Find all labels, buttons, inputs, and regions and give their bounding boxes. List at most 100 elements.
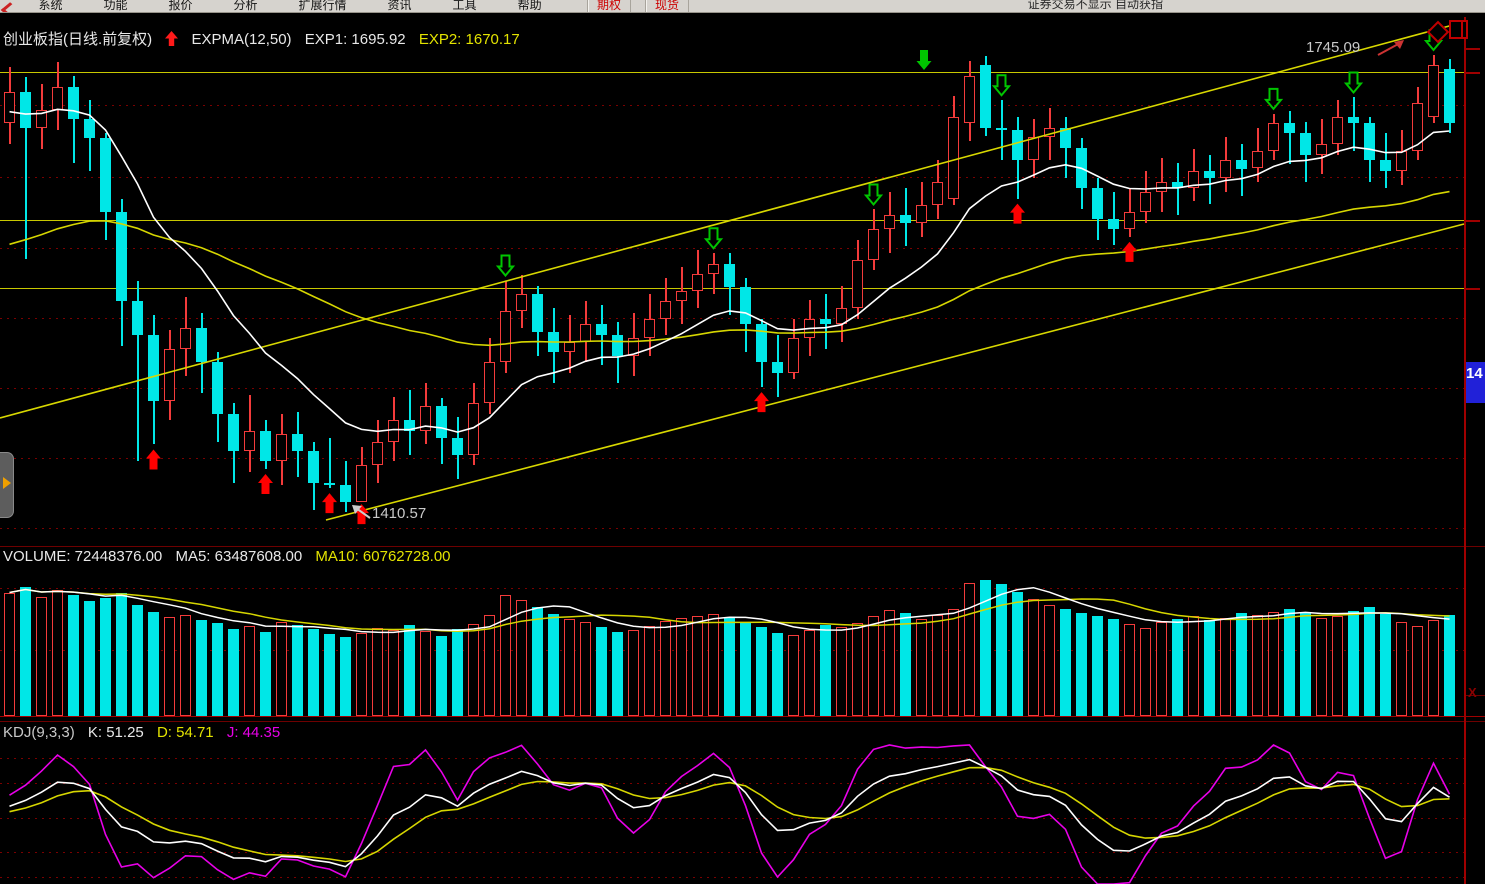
candle	[788, 337, 799, 374]
candle	[20, 92, 31, 128]
candle	[1172, 182, 1183, 188]
window-split-icon[interactable]	[1449, 20, 1468, 39]
candle-wick	[328, 437, 331, 489]
app-icon[interactable]	[0, 2, 20, 12]
volume-bar	[996, 584, 1007, 716]
candle	[564, 342, 575, 352]
dotted-gridline	[0, 528, 1464, 529]
volume-bar	[964, 582, 975, 716]
candle	[820, 318, 831, 325]
volume-bar	[1092, 616, 1103, 716]
candle	[164, 348, 175, 401]
volume-bar	[932, 615, 943, 716]
volume-bar	[1364, 607, 1375, 716]
separator-line	[0, 72, 1464, 73]
volume-bar	[820, 624, 831, 716]
menu-item-1[interactable]: 系统	[38, 0, 63, 12]
candle	[628, 337, 639, 356]
candle	[52, 86, 63, 110]
menu-item-6[interactable]: 资讯	[387, 0, 412, 12]
volume-bar	[340, 637, 351, 716]
candle	[980, 64, 991, 128]
indicator-name[interactable]: EXPMA(12,50)	[191, 31, 292, 48]
volume-bar	[20, 586, 31, 716]
volume-bar	[196, 620, 207, 716]
current-price-axis-label: 14	[1466, 362, 1485, 403]
volume-bar	[148, 612, 159, 716]
volume-bar	[372, 627, 383, 716]
candle	[996, 127, 1007, 131]
menu-item-2[interactable]: 功能	[103, 0, 128, 12]
menu-item-red-1[interactable]: 期权	[587, 0, 632, 12]
volume-bar	[84, 601, 95, 716]
volume-bar	[772, 633, 783, 716]
volume-value[interactable]: VOLUME: 72448376.00	[3, 548, 163, 565]
volume-bar	[788, 635, 799, 716]
menu-item-3[interactable]: 报价	[168, 0, 193, 12]
candle	[1428, 64, 1439, 117]
candle	[948, 116, 959, 199]
dotted-gridline	[0, 877, 1464, 878]
candle	[804, 318, 815, 338]
sidebar-expand-handle[interactable]	[0, 452, 14, 518]
chart-title-row: 创业板指(日线.前复权) EXPMA(12,50) EXP1: 1695.92 …	[3, 28, 529, 50]
candle	[1348, 116, 1359, 124]
kdj-j-value: J: 44.35	[226, 724, 281, 741]
candle	[1044, 127, 1055, 138]
candle	[644, 318, 655, 338]
menu-item-7[interactable]: 工具	[452, 0, 477, 12]
candle	[1316, 143, 1327, 155]
candle	[1156, 182, 1167, 192]
volume-bar	[1444, 614, 1455, 716]
candle	[1028, 137, 1039, 161]
main-chart-pane[interactable]	[0, 12, 1485, 546]
candle	[708, 264, 719, 274]
volume-bar	[212, 623, 223, 716]
candle	[324, 482, 335, 486]
dotted-gridline	[0, 177, 1464, 178]
volume-bar	[388, 630, 399, 716]
menu-item-5[interactable]: 扩展行情	[298, 0, 347, 12]
kdj-indicator-name[interactable]: KDJ(9,3,3)	[3, 724, 75, 741]
candle	[852, 260, 863, 308]
volume-bar	[1012, 591, 1023, 716]
volume-bar	[100, 597, 111, 716]
candle	[740, 287, 751, 325]
candle	[340, 485, 351, 502]
high-price-annotation: 1745.09	[1306, 39, 1361, 56]
candle	[452, 437, 463, 456]
low-price-annotation: 1410.57	[372, 505, 427, 522]
volume-bar	[260, 631, 271, 716]
volume-bar	[500, 594, 511, 716]
candle-wick	[1288, 111, 1291, 165]
volume-bar	[1124, 623, 1135, 716]
menu-item-8[interactable]: 帮助	[517, 0, 542, 12]
axis-x-mark[interactable]: X	[1468, 685, 1477, 700]
menu-item-red-2[interactable]: 现货	[645, 0, 690, 12]
candle	[660, 301, 671, 319]
symbol-title[interactable]: 创业板指(日线.前复权)	[3, 31, 153, 48]
candle	[292, 433, 303, 452]
candle	[932, 182, 943, 206]
volume-bar	[948, 609, 959, 716]
menu-item-4[interactable]: 分析	[233, 0, 258, 12]
candle	[1108, 219, 1119, 229]
volume-bar	[548, 613, 559, 716]
candle-wick	[1208, 154, 1211, 205]
dotted-gridline	[0, 783, 1464, 784]
volume-bar	[324, 634, 335, 716]
kdj-pane[interactable]	[0, 721, 1485, 884]
volume-bar	[356, 632, 367, 716]
exp2-value: EXP2: 1670.17	[418, 31, 520, 48]
volume-bar	[676, 618, 687, 716]
volume-bar	[1204, 620, 1215, 716]
candle	[356, 464, 367, 502]
candle-wick	[1000, 100, 1003, 161]
volume-bar	[36, 596, 47, 716]
volume-bar	[116, 592, 127, 716]
candle	[916, 205, 927, 224]
dotted-gridline	[0, 458, 1464, 459]
separator-line	[0, 721, 1485, 722]
candle	[196, 328, 207, 363]
separator-line	[1464, 695, 1485, 696]
